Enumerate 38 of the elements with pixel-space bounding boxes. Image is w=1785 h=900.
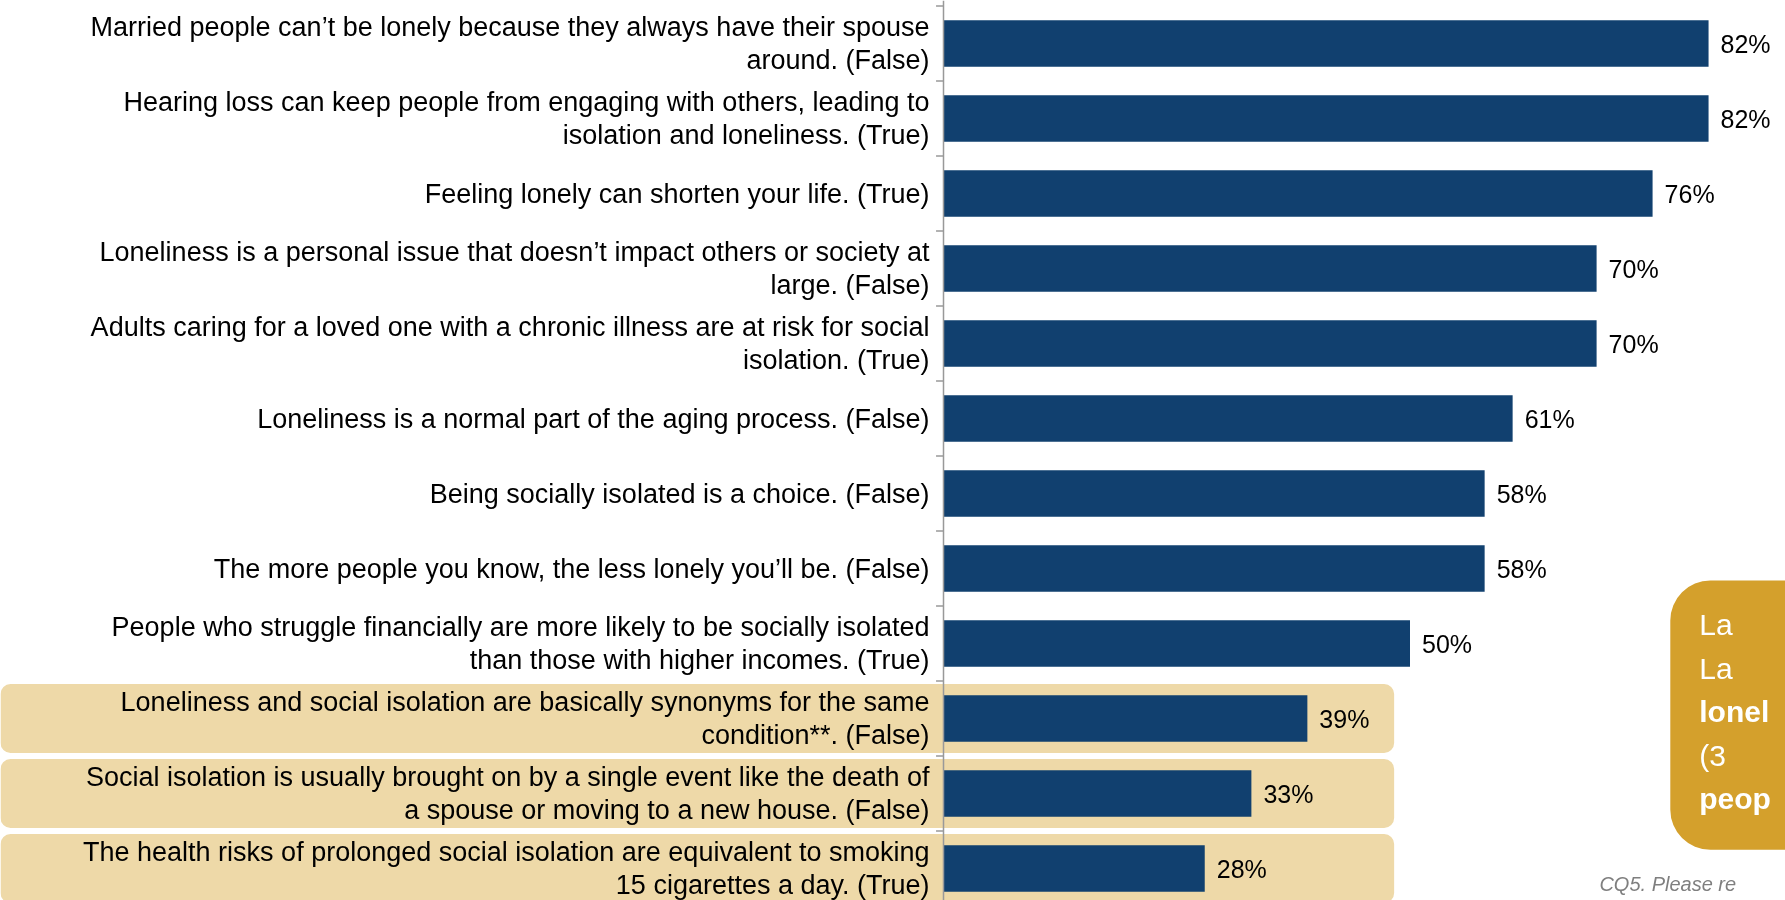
y-tick-label: Loneliness and social isolation are basically synonyms for the same condition**. (False) [120,686,930,751]
bar [943,320,1597,367]
bar [943,695,1308,742]
data-label: 39% [1319,704,1370,733]
y-tick-label: Loneliness is a personal issue that doesn’t impact others or society at large. (False) [99,236,930,301]
data-label: 70% [1608,329,1659,358]
y-tick-label: The more people you know, the less lonely you’ll be. (False) [213,553,930,584]
annotation: La La lonel (3 peop [1699,608,1771,816]
data-label: 58% [1496,479,1547,508]
data-label: 33% [1263,779,1314,808]
y-tick-label: Loneliness is a normal part of the aging process. (False) [257,403,930,434]
data-label: 82% [1720,104,1771,133]
bar [943,170,1653,217]
y-tick-label: People who struggle financially are more likely to be socially isolated than those with higher incomes. (True) [111,611,930,676]
data-label: 50% [1422,629,1473,658]
data-label: 70% [1608,254,1659,283]
bar [943,845,1205,892]
y-tick-label: Married people can’t be lonely because they always have their spouse around. (False) [90,11,930,76]
bar [943,245,1597,292]
data-label: 82% [1720,29,1771,58]
data-label: 76% [1664,179,1715,208]
data-label: 58% [1496,554,1547,583]
bar [943,470,1485,517]
bar [943,620,1410,667]
y-tick-label: Feeling lonely can shorten your life. (True) [424,178,930,209]
y-tick-label: Being socially isolated is a choice. (False) [429,478,930,509]
data-label: 28% [1216,854,1267,883]
bar [943,770,1252,817]
y-tick-label: Social isolation is usually brought on by a single event like the death of a spouse or moving to a new house. (False) [85,761,930,826]
bar [943,95,1709,142]
bar [943,20,1709,67]
annotation: CQ5. Please re [1599,872,1737,895]
data-label: 61% [1524,404,1575,433]
y-tick-label: Hearing loss can keep people from engaging with others, leading to isolation and loneliness. (True) [123,86,930,151]
y-tick-label: The health risks of prolonged social isolation are equivalent to smoking 15 cigarettes a day. (True) [83,836,930,900]
bar [943,545,1485,592]
bar [943,395,1513,442]
y-tick-label: Adults caring for a loved one with a chronic illness are at risk for social isolation. (True) [90,311,930,376]
